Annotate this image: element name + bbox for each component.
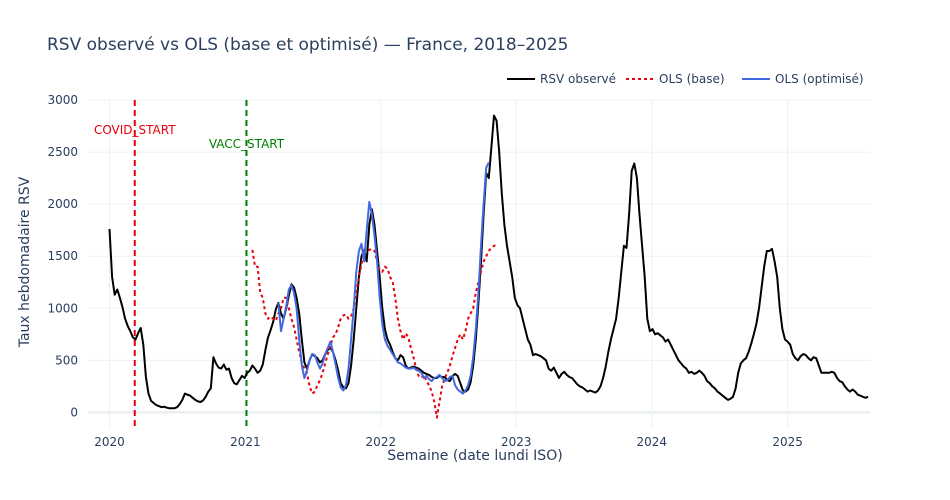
annotation-vacc-start: VACC_START <box>209 137 285 151</box>
legend-item-observed[interactable]: RSV observé <box>507 72 616 86</box>
y-axis-title: Taux hebdomadaire RSV <box>17 176 33 348</box>
x-axis-title: Semaine (date lundi ISO) <box>387 448 562 464</box>
event-lines: COVID_START VACC_START <box>94 100 285 428</box>
grid <box>88 99 870 428</box>
series-line-observed <box>108 114 869 410</box>
x-tick-label: 2021 <box>230 435 261 449</box>
legend-item-optimized[interactable]: OLS (optimisé) <box>742 72 864 86</box>
x-tick-label: 2025 <box>772 435 803 449</box>
annotation-covid-start: COVID_START <box>94 123 176 137</box>
series-group <box>108 114 869 419</box>
y-tick-label: 2500 <box>47 145 78 159</box>
legend[interactable]: RSV observé OLS (base) OLS (optimisé) <box>507 72 864 86</box>
series-line-optimized <box>277 162 490 395</box>
legend-label: OLS (base) <box>659 72 725 86</box>
y-tick-label: 0 <box>70 405 78 419</box>
y-axis-ticks: 0 500 1000 1500 2000 2500 3000 <box>47 93 78 419</box>
x-tick-label: 2024 <box>636 435 667 449</box>
y-tick-label: 1000 <box>47 301 78 315</box>
legend-label: RSV observé <box>540 72 616 86</box>
x-tick-label: 2020 <box>94 435 125 449</box>
legend-label: OLS (optimisé) <box>775 72 864 86</box>
legend-item-base[interactable]: OLS (base) <box>626 72 725 86</box>
y-tick-label: 3000 <box>47 93 78 107</box>
chart-title: RSV observé vs OLS (base et optimisé) — … <box>47 35 569 55</box>
y-tick-label: 1500 <box>47 249 78 263</box>
x-tick-label: 2023 <box>501 435 532 449</box>
series-line-base <box>251 243 497 419</box>
y-tick-label: 2000 <box>47 197 78 211</box>
y-tick-label: 500 <box>55 353 78 367</box>
x-axis-ticks: 2020 2021 2022 2023 2024 2025 <box>94 435 803 449</box>
x-tick-label: 2022 <box>366 435 397 449</box>
